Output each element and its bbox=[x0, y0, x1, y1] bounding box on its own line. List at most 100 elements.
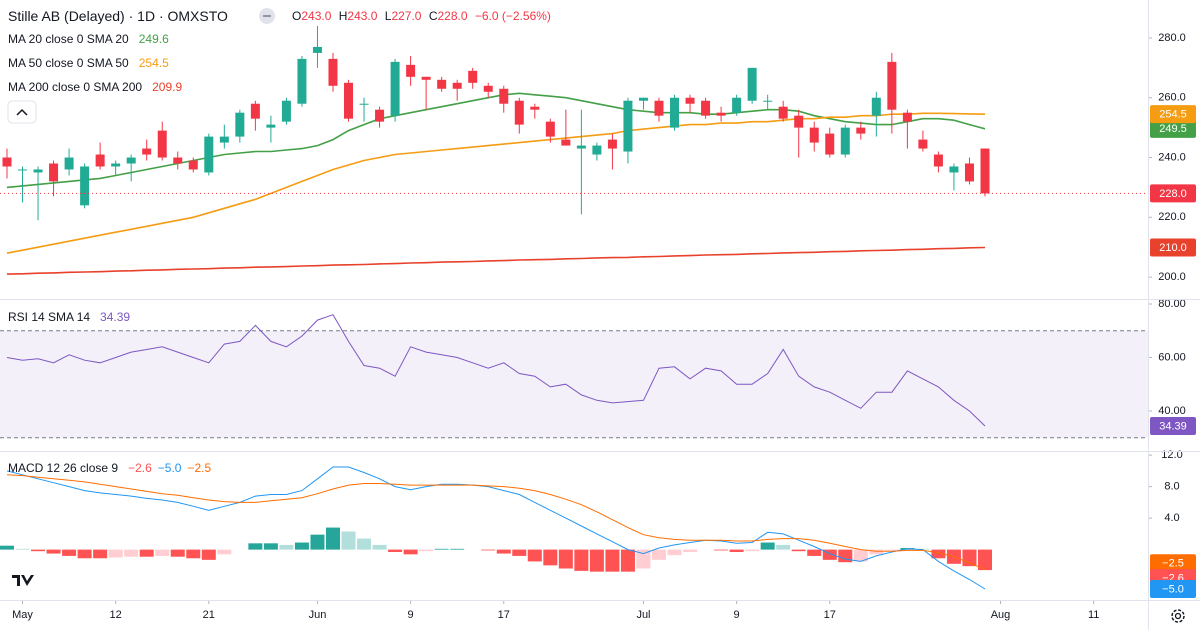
candle-body bbox=[778, 106, 788, 119]
candle-body bbox=[701, 100, 711, 116]
axis-tag bbox=[1150, 416, 1196, 435]
settings-button[interactable] bbox=[1171, 609, 1185, 623]
candle-body bbox=[794, 115, 804, 128]
ohlc-change: −6.0 (−2.56%) bbox=[475, 9, 551, 23]
legend-entry: RSI 14 SMA 14 34.39 bbox=[8, 310, 130, 324]
histogram-bar bbox=[543, 549, 558, 566]
x-tick-label: 17 bbox=[824, 609, 836, 621]
y-tick-label: 200.0 bbox=[1158, 271, 1186, 283]
candle-body bbox=[375, 109, 385, 122]
histogram-bar bbox=[620, 549, 635, 572]
candle-body bbox=[514, 100, 524, 125]
histogram-bar bbox=[667, 549, 682, 556]
candle-body bbox=[452, 82, 462, 89]
gear-inner bbox=[1174, 612, 1182, 620]
ohlc-row: O243.0 H243.0 L227.0 C228.0 −6.0 (−2.56%… bbox=[292, 9, 551, 23]
histogram-bar bbox=[838, 549, 853, 563]
axis-tag-text: 210.0 bbox=[1159, 242, 1187, 254]
histogram-bar bbox=[853, 549, 868, 562]
candle-body bbox=[2, 157, 12, 167]
candle-body bbox=[561, 139, 571, 146]
ohlc-value: 243.0 bbox=[301, 9, 331, 23]
x-tick-label: 17 bbox=[498, 609, 510, 621]
candle-body bbox=[297, 58, 307, 104]
candle-body bbox=[359, 103, 369, 105]
histogram-bar bbox=[729, 549, 744, 552]
histogram-bar bbox=[931, 549, 946, 559]
candle-body bbox=[638, 97, 648, 101]
ohlc-value: 243.0 bbox=[347, 9, 377, 23]
candle-body bbox=[437, 79, 447, 89]
histogram-bar bbox=[745, 549, 760, 552]
header: Stille AB (Delayed) · 1D · OMXSTO bbox=[8, 8, 228, 24]
candle-body bbox=[80, 166, 90, 206]
histogram-bar bbox=[636, 549, 651, 569]
candle-body bbox=[483, 85, 493, 92]
histogram-bar bbox=[62, 549, 77, 556]
candle-body bbox=[732, 97, 742, 113]
candle-body bbox=[328, 58, 338, 86]
histogram-bar bbox=[108, 549, 123, 558]
candle-body bbox=[825, 133, 835, 155]
candle-body bbox=[964, 163, 974, 182]
candle-body bbox=[188, 160, 198, 170]
x-tick-label: 12 bbox=[110, 609, 122, 621]
legend-entry: MA 50 close 0 SMA 50 254.5 bbox=[8, 56, 169, 70]
moving-average-line bbox=[6, 246, 986, 275]
y-tick-label: 40.00 bbox=[1158, 405, 1186, 417]
histogram-bar bbox=[15, 548, 30, 550]
histogram-bar bbox=[651, 549, 666, 560]
candle-body bbox=[312, 46, 322, 53]
histogram-bar bbox=[248, 543, 263, 550]
candle-body bbox=[980, 148, 990, 194]
x-tick-label: Aug bbox=[991, 609, 1011, 621]
histogram-bar bbox=[419, 549, 434, 552]
candle-body bbox=[173, 157, 183, 164]
histogram-bar bbox=[139, 549, 154, 557]
collapse-icon bbox=[16, 108, 28, 116]
candle-body bbox=[235, 112, 245, 137]
candle-body bbox=[918, 139, 928, 149]
histogram-bar bbox=[527, 549, 542, 562]
axis-tag-text: 34.39 bbox=[1159, 420, 1187, 432]
candle-body bbox=[49, 163, 59, 182]
legend-name: MA 50 close 0 SMA 50 bbox=[8, 56, 129, 70]
histogram-bar bbox=[388, 549, 403, 552]
candle-body bbox=[390, 61, 400, 116]
candle-body bbox=[933, 154, 943, 167]
candle-body bbox=[111, 163, 121, 167]
histogram-bar bbox=[512, 549, 527, 556]
ohlc-label: H bbox=[339, 9, 348, 23]
candle-body bbox=[809, 127, 819, 143]
y-tick-label: 260.0 bbox=[1158, 92, 1186, 104]
axis-tag-text: −5.0 bbox=[1162, 583, 1184, 595]
candle-body bbox=[499, 88, 509, 104]
candle-body bbox=[421, 76, 431, 80]
signal-line bbox=[6, 474, 986, 570]
collapse-button[interactable] bbox=[7, 100, 37, 124]
candle-body bbox=[204, 136, 214, 173]
y-tick-label: 4.0 bbox=[1164, 512, 1179, 524]
histogram-bar bbox=[605, 549, 620, 572]
axis-tag bbox=[1150, 238, 1196, 257]
legend-value: −5.0 bbox=[158, 461, 182, 475]
candle-body bbox=[530, 106, 540, 110]
gear-outer bbox=[1171, 609, 1185, 623]
candle-body bbox=[747, 67, 757, 101]
candle-body bbox=[95, 154, 105, 167]
axis-tag bbox=[1150, 105, 1196, 124]
histogram-bar bbox=[807, 549, 822, 556]
histogram-bar bbox=[760, 542, 775, 550]
histogram-bar bbox=[46, 549, 61, 554]
candle-body bbox=[250, 103, 260, 119]
histogram-bar bbox=[496, 549, 511, 554]
ohlc-label: O bbox=[292, 9, 301, 23]
histogram-bar bbox=[791, 549, 806, 552]
ohlc-value: 228.0 bbox=[438, 9, 468, 23]
last-price-tag-text: 228.0 bbox=[1159, 188, 1187, 200]
candle-body bbox=[406, 64, 416, 77]
symbol-title: Stille AB (Delayed) · 1D · OMXSTO bbox=[8, 8, 228, 24]
histogram-bar bbox=[558, 549, 573, 569]
legend-value: 34.39 bbox=[100, 310, 130, 324]
